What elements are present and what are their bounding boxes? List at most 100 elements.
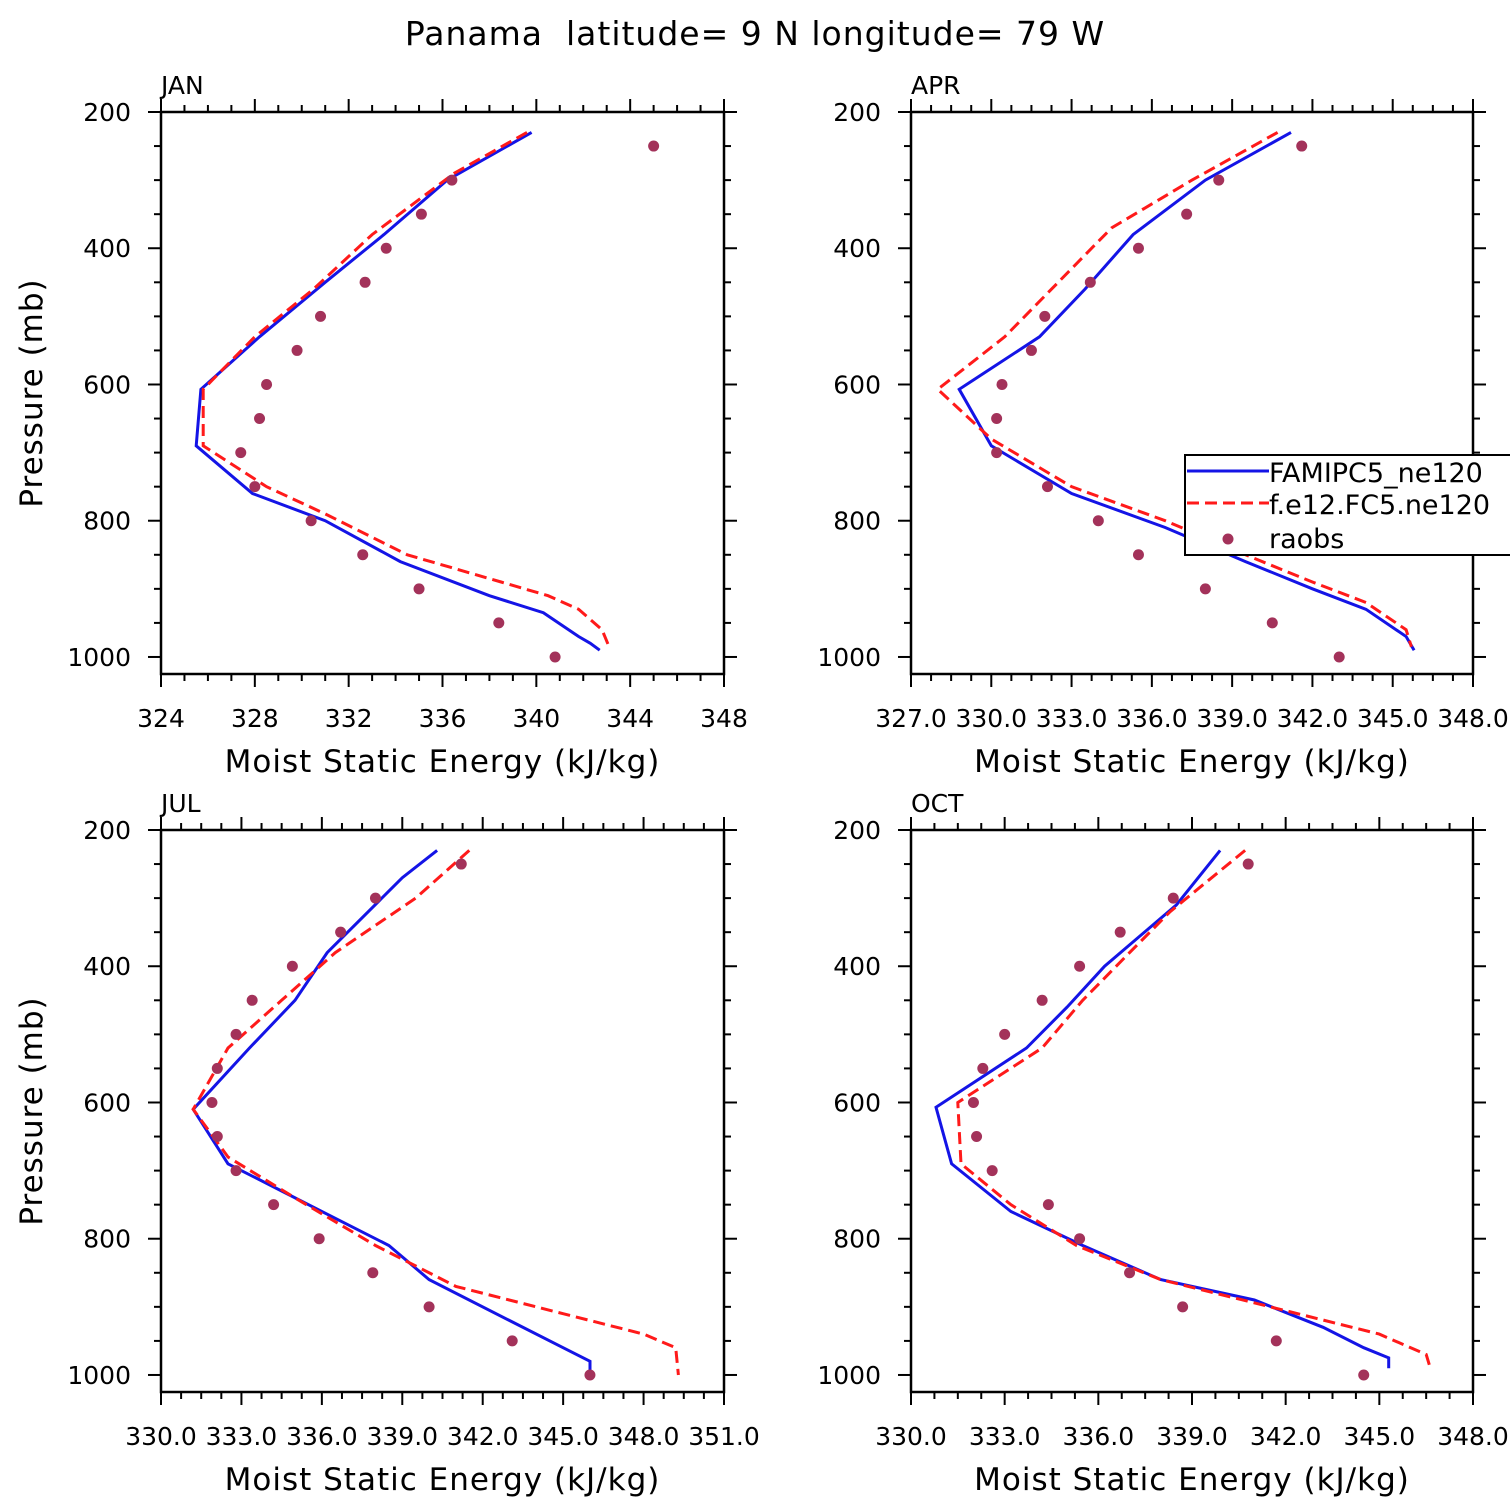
raobs-point: [1036, 994, 1048, 1006]
raobs-point: [1041, 481, 1053, 493]
x-tick-label: 339.0: [1196, 704, 1268, 733]
panel-title: JAN: [159, 71, 204, 100]
y-tick-label: 200: [833, 816, 881, 845]
x-tick-label: 348: [700, 704, 748, 733]
raobs-point: [971, 1131, 983, 1143]
y-tick-label: 1000: [817, 1361, 881, 1390]
x-tick-label: 344: [606, 704, 654, 733]
raobs-point: [1333, 651, 1345, 663]
x-axis-label: Moist Static Energy (kJ/kg): [225, 1462, 661, 1498]
raobs-point: [493, 617, 505, 629]
raobs-point: [1132, 549, 1144, 561]
raobs-point: [1181, 208, 1193, 220]
x-axis-label: Moist Static Energy (kJ/kg): [225, 744, 661, 780]
raobs-point: [268, 1199, 280, 1211]
raobs-point: [1042, 1199, 1054, 1211]
raobs-point: [315, 310, 327, 322]
raobs-point: [991, 447, 1003, 459]
y-tick-label: 200: [83, 98, 131, 127]
raobs-point: [446, 174, 458, 186]
raobs-point: [1167, 892, 1179, 904]
raobs-point: [313, 1233, 325, 1245]
y-tick-label: 200: [83, 816, 131, 845]
y-tick-label: 400: [83, 952, 131, 981]
raobs-point: [211, 1131, 223, 1143]
figure-title: Panama latitude= 9 N longitude= 79 W: [405, 14, 1105, 53]
x-tick-label: 336: [419, 704, 467, 733]
series-line-famipc5: [191, 849, 592, 1375]
raobs-point: [369, 892, 381, 904]
x-axis-label: Moist Static Energy (kJ/kg): [974, 1462, 1410, 1498]
y-tick-label: 600: [83, 370, 131, 399]
y-tick-label: 200: [833, 98, 881, 127]
legend-label: FAMIPC5_ne120: [1269, 458, 1483, 489]
raobs-point: [211, 1062, 223, 1074]
panel-jul: 330.0 333.0 336.0 339.0 342.0 345.0 348.0 351.0…: [14, 789, 760, 1498]
x-tick-label: 348.0: [608, 1422, 680, 1451]
panel-apr: 327.0 330.0 333.0 336.0 339.0 342.0 345.0 348.0…: [817, 71, 1508, 780]
raobs-point: [305, 515, 317, 527]
raobs-point: [415, 208, 427, 220]
raobs-point: [235, 447, 247, 459]
y-tick-label: 1000: [817, 643, 881, 672]
x-tick-label: 348.0: [1437, 1422, 1509, 1451]
series-line-fe12: [956, 849, 1431, 1366]
raobs-point: [991, 413, 1003, 425]
x-tick-label: 345.0: [527, 1422, 599, 1451]
raobs-point: [335, 926, 347, 938]
y-tick-label: 800: [833, 507, 881, 536]
x-tick-label: 330.0: [955, 704, 1027, 733]
y-tick-label: 400: [83, 234, 131, 263]
x-tick-label: 332: [325, 704, 373, 733]
raobs-point: [380, 242, 392, 254]
raobs-point: [1025, 344, 1037, 356]
raobs-point: [357, 549, 369, 561]
y-tick-label: 800: [83, 507, 131, 536]
raobs-point: [1132, 242, 1144, 254]
raobs-point: [249, 481, 261, 493]
x-tick-label: 327.0: [875, 704, 947, 733]
y-tick-label: 1000: [67, 1361, 131, 1390]
x-tick-label: 342.0: [1277, 704, 1349, 733]
raobs-point: [423, 1301, 435, 1313]
panel-oct: 330.0 333.0 336.0 339.0 342.0 345.0 348.0 200 40…: [817, 789, 1508, 1498]
panel-jan: 324 328 332 336 340 344 348 200 400 600 800 1000 JAN…: [14, 71, 748, 780]
raobs-point: [1084, 276, 1096, 288]
y-tick-label: 800: [833, 1225, 881, 1254]
raobs-point: [967, 1096, 979, 1108]
raobs-point: [359, 276, 371, 288]
series-line-fe12: [201, 131, 611, 648]
x-tick-label: 342.0: [1250, 1422, 1322, 1451]
raobs-point: [230, 1028, 242, 1040]
raobs-point: [1177, 1301, 1189, 1313]
raobs-point: [1199, 583, 1211, 595]
raobs-point: [977, 1062, 989, 1074]
plot-frame: [909, 828, 1475, 1394]
y-tick-label: 800: [83, 1225, 131, 1254]
raobs-point: [1266, 617, 1278, 629]
panel-title: JUL: [159, 789, 201, 818]
raobs-point: [1242, 858, 1254, 870]
series-line-famipc5: [934, 849, 1391, 1369]
y-tick-label: 400: [833, 952, 881, 981]
legend-marker-raobs: [1222, 533, 1234, 545]
raobs-point: [246, 994, 258, 1006]
x-tick-label: 339.0: [1156, 1422, 1228, 1451]
raobs-point: [254, 413, 266, 425]
raobs-point: [413, 583, 425, 595]
raobs-point: [1213, 174, 1225, 186]
y-tick-label: 1000: [67, 643, 131, 672]
x-tick-label: 348.0: [1437, 704, 1509, 733]
series-line-fe12: [191, 849, 680, 1376]
y-tick-label: 600: [833, 1088, 881, 1117]
raobs-point: [261, 378, 273, 390]
x-tick-label: 324: [137, 704, 185, 733]
raobs-point: [549, 651, 561, 663]
series-line-fe12: [935, 131, 1413, 648]
x-tick-label: 345.0: [1344, 1422, 1416, 1451]
raobs-point: [367, 1267, 379, 1279]
x-tick-label: 333.0: [206, 1422, 278, 1451]
x-tick-label: 351.0: [688, 1422, 760, 1451]
